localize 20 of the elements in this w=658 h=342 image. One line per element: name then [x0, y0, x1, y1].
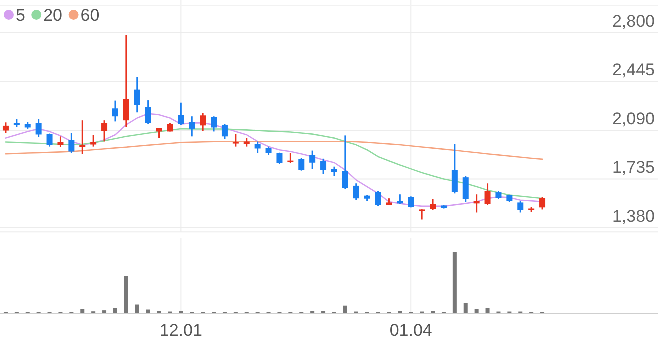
y-tick-label: 2,800 — [612, 12, 655, 31]
x-tick-label: 12.01 — [160, 321, 202, 340]
bar — [146, 310, 150, 313]
y-tick-label: 2,090 — [612, 109, 655, 128]
y-tick-label: 1,380 — [612, 206, 655, 226]
y-tick-label: 2,445 — [612, 60, 655, 80]
bar — [486, 308, 490, 313]
y-tick-label: 1,735 — [612, 158, 655, 178]
bar — [474, 309, 479, 313]
bar — [452, 252, 457, 313]
legend-label: 20 — [44, 6, 63, 25]
x-tick-label: 01.04 — [390, 321, 432, 340]
legend-label: 5 — [16, 6, 26, 25]
legend-label: 60 — [80, 6, 100, 25]
bar — [80, 309, 85, 313]
bar — [464, 302, 468, 313]
bar — [343, 306, 348, 313]
bar — [135, 304, 140, 313]
bar — [113, 308, 118, 313]
bar — [124, 276, 128, 313]
